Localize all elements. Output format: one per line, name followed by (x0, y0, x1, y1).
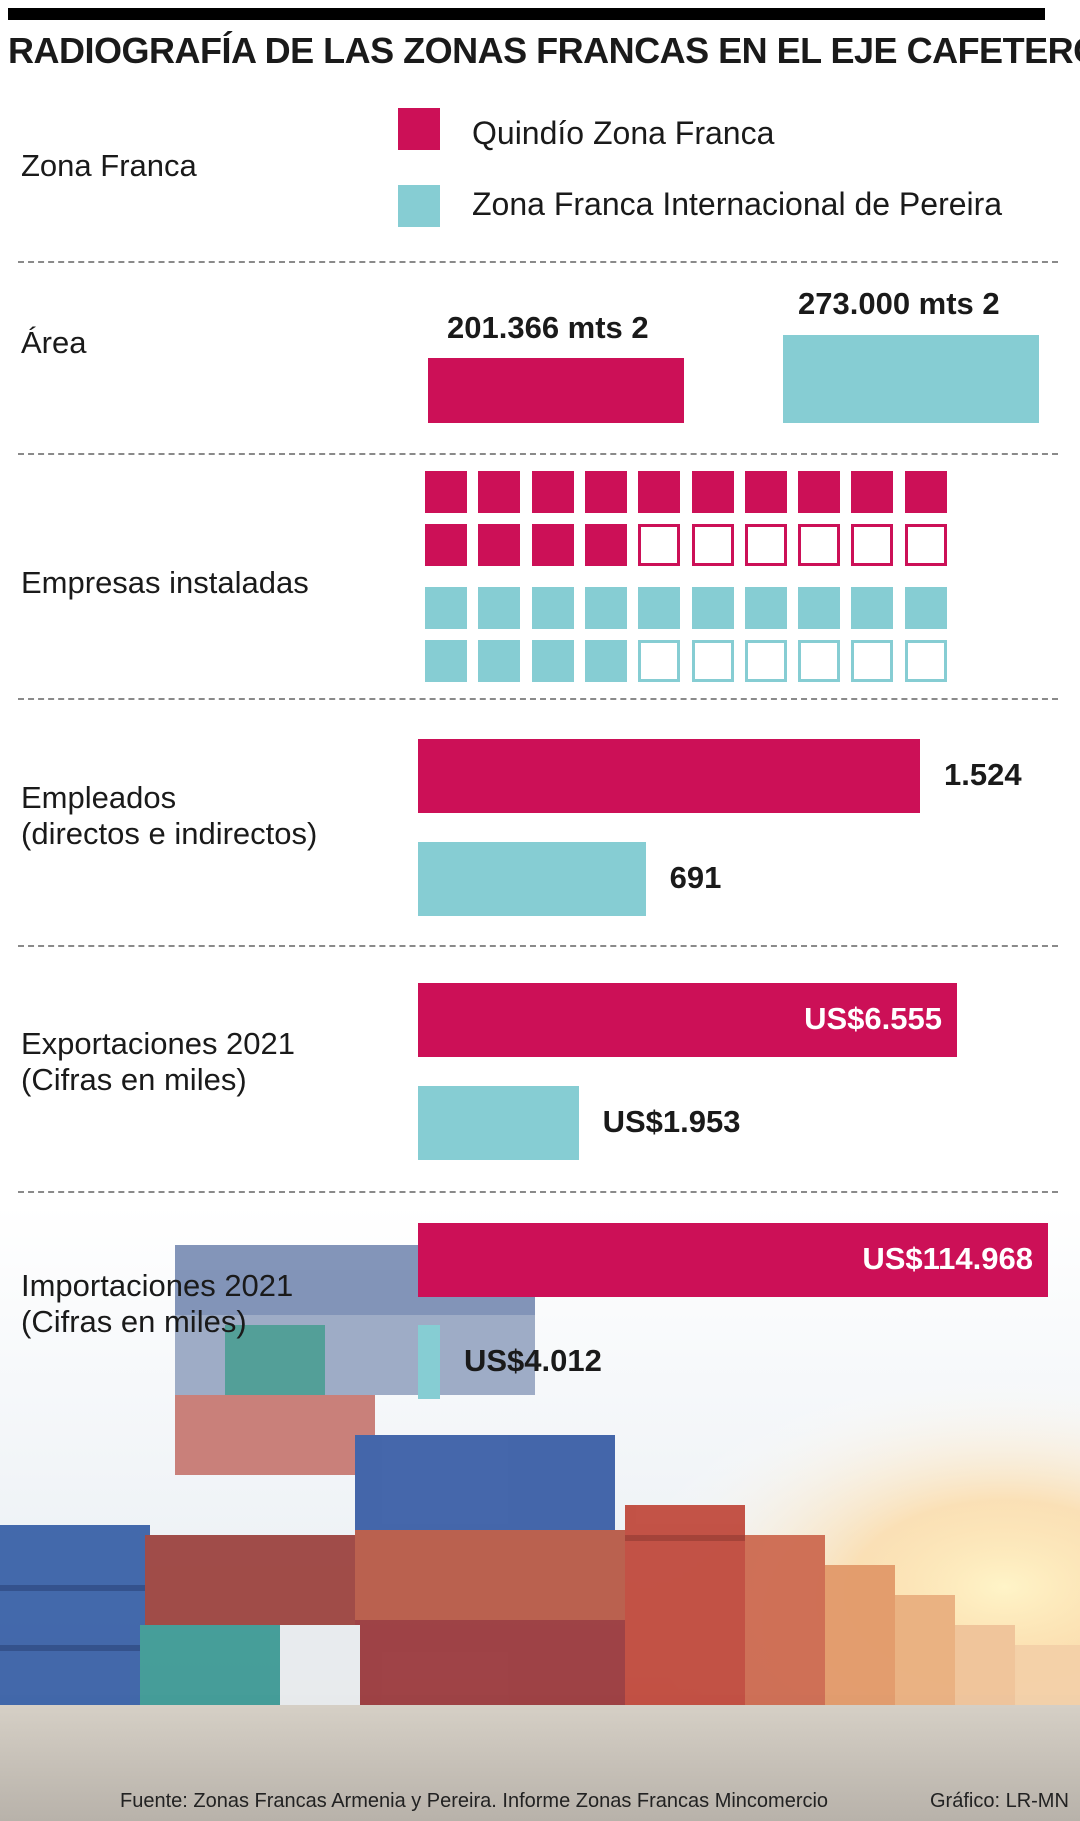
legend-row-label: Zona Franca (21, 148, 197, 183)
empresa-cell-quindio (531, 471, 574, 513)
empresa-cell-quindio (425, 471, 467, 513)
empresa-cell-pereira (531, 587, 574, 629)
divider (18, 261, 1058, 263)
divider (18, 1191, 1058, 1193)
empresa-cell-pereira (904, 640, 947, 682)
empresa-cell-quindio (798, 471, 841, 513)
legend-swatch-quindio (398, 108, 440, 150)
empleados-value-quindio: 1.524 (944, 757, 1022, 792)
empresa-cell-quindio (584, 471, 627, 513)
empresa-cell-quindio (691, 471, 734, 513)
empleados-label: Empleados (directos e indirectos) (21, 780, 318, 851)
empleados-bar-pereira (418, 842, 646, 916)
empresa-cell-quindio (638, 524, 681, 566)
empresa-cell-quindio (478, 524, 521, 566)
area-label: Área (21, 325, 87, 360)
empresa-cell-pereira (425, 587, 467, 629)
legend-label-quindio: Quindío Zona Franca (472, 115, 775, 151)
empresa-cell-quindio (691, 524, 734, 566)
importaciones-bar-quindio (418, 1223, 1048, 1297)
footer-source: Fuente: Zonas Francas Armenia y Pereira.… (120, 1790, 829, 1812)
empresa-cell-quindio (851, 471, 894, 513)
empresa-cell-pereira (851, 640, 894, 682)
importaciones-bar-pereira (418, 1325, 440, 1399)
area-bar-pereira (783, 335, 1039, 423)
empresa-cell-quindio (904, 524, 947, 566)
empresa-cell-pereira (584, 587, 627, 629)
empresa-cell-pereira (638, 587, 681, 629)
empresa-cell-pereira (638, 640, 681, 682)
empresa-cell-quindio (744, 471, 787, 513)
empresas-label: Empresas instaladas (21, 565, 309, 600)
divider (18, 453, 1058, 455)
empleados-value-pereira: 691 (669, 860, 722, 895)
empresa-cell-pereira (798, 640, 841, 682)
empresa-cell-quindio (851, 524, 894, 566)
exportaciones-value-quindio: US$6.555 (804, 1001, 942, 1036)
empresa-cell-pereira (744, 640, 787, 682)
legend-label-pereira: Zona Franca Internacional de Pereira (472, 186, 1003, 222)
empresa-cell-quindio (478, 471, 521, 513)
empleados-bar-quindio (418, 739, 920, 813)
shipping-containers-and-airplane-photo (0, 1205, 1080, 1821)
empresa-cell-quindio (425, 524, 467, 566)
empresa-cell-quindio (798, 524, 841, 566)
exportaciones-bar-quindio (418, 983, 957, 1057)
top-rule (8, 8, 1045, 20)
area-bar-quindio (428, 358, 684, 423)
empresa-cell-quindio (904, 471, 947, 513)
area-value-pereira: 273.000 mts 2 (798, 286, 1000, 321)
empresa-cell-pereira (478, 587, 521, 629)
empresa-cell-quindio (531, 524, 574, 566)
area-value-quindio: 201.366 mts 2 (447, 310, 649, 345)
empresa-cell-pereira (904, 587, 947, 629)
importaciones-label: Importaciones 2021 (Cifras en miles) (21, 1268, 294, 1339)
empresa-cell-pereira (744, 587, 787, 629)
exportaciones-value-pereira: US$1.953 (602, 1104, 741, 1139)
empresa-cell-pereira (425, 640, 467, 682)
empresa-cell-pereira (691, 640, 734, 682)
exportaciones-bar-pereira (418, 1086, 579, 1160)
empresa-cell-pereira (478, 640, 521, 682)
empresa-cell-quindio (584, 524, 627, 566)
importaciones-value-quindio: US$114.968 (862, 1241, 1033, 1276)
footer-credit: Gráfico: LR-MN (930, 1790, 1069, 1812)
empresa-cell-pereira (691, 587, 734, 629)
chart-title: RADIOGRAFÍA DE LAS ZONAS FRANCAS EN EL E… (8, 30, 1080, 71)
empresa-cell-quindio (744, 524, 787, 566)
empresa-cell-quindio (638, 471, 681, 513)
exportaciones-label: Exportaciones 2021 (Cifras en miles) (21, 1026, 296, 1097)
empresa-cell-pereira (851, 587, 894, 629)
empresa-cell-pereira (798, 587, 841, 629)
empresa-cell-pereira (531, 640, 574, 682)
legend-swatch-pereira (398, 185, 440, 227)
empresa-cell-pereira (584, 640, 627, 682)
importaciones-value-pereira: US$4.012 (463, 1343, 602, 1378)
divider (18, 698, 1058, 700)
divider (18, 945, 1058, 947)
